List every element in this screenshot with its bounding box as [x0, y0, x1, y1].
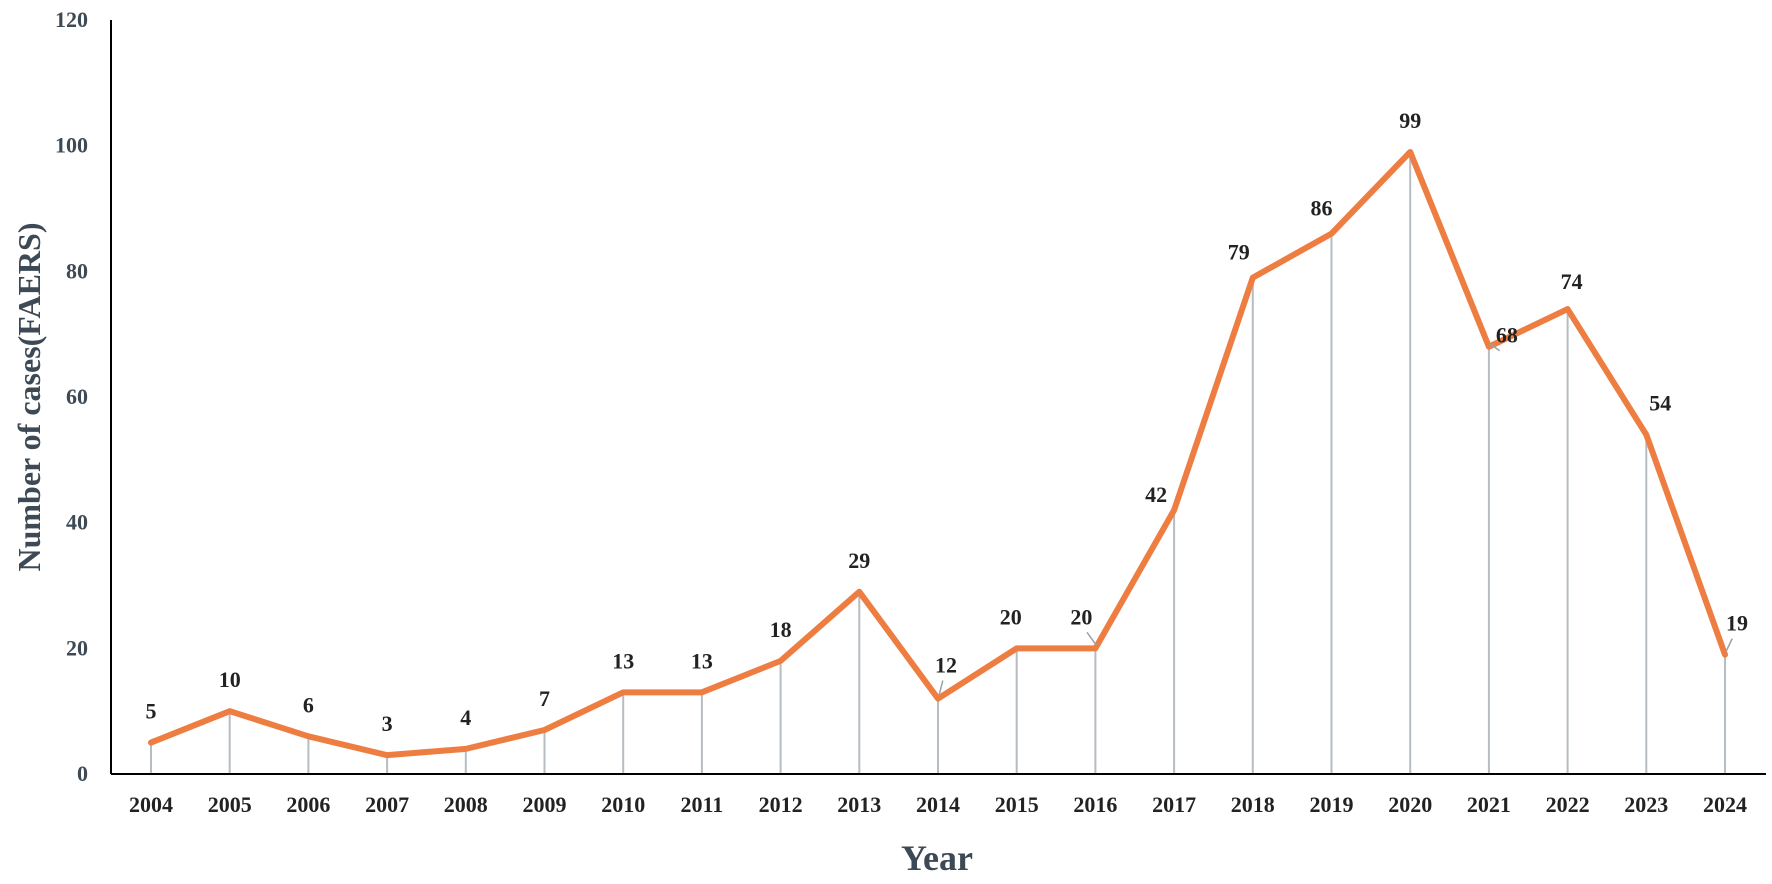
data-label: 20 — [1070, 604, 1092, 629]
data-label: 79 — [1228, 240, 1250, 265]
label-leader-lines — [938, 343, 1733, 696]
data-label: 68 — [1496, 323, 1518, 348]
x-tick-label: 2019 — [1310, 792, 1354, 817]
series-line — [148, 148, 1728, 759]
y-axis-title: Number of cases(FAERS) — [11, 223, 47, 572]
data-label: 29 — [848, 548, 870, 573]
data-label: 7 — [539, 686, 550, 711]
y-tick-label: 80 — [66, 258, 88, 283]
x-tick-labels: 2004 2005 2006 2007 2008 2009 2010 2011 2012 2013… — [129, 792, 1747, 817]
y-tick-label: 40 — [66, 510, 88, 535]
x-tick-label: 2022 — [1546, 792, 1590, 817]
x-tick-label: 2005 — [208, 792, 252, 817]
data-label: 86 — [1311, 196, 1333, 221]
x-tick-label: 2014 — [916, 792, 960, 817]
x-tick-label: 2020 — [1388, 792, 1432, 817]
data-label: 3 — [382, 711, 393, 736]
data-label: 99 — [1399, 108, 1421, 133]
x-tick-label: 2007 — [365, 792, 409, 817]
data-label: 4 — [460, 705, 471, 730]
data-label: 13 — [612, 648, 634, 673]
x-tick-label: 2023 — [1624, 792, 1668, 817]
y-tick-label: 60 — [66, 384, 88, 409]
data-label: 20 — [1000, 604, 1022, 629]
y-tick-label: 120 — [55, 7, 88, 32]
data-label: 19 — [1726, 611, 1748, 636]
x-tick-label: 2016 — [1073, 792, 1117, 817]
x-tick-label: 2004 — [129, 792, 173, 817]
label-leader-line — [1725, 638, 1733, 652]
label-leader-line — [1086, 631, 1098, 646]
y-tick-label: 100 — [55, 133, 88, 158]
y-tick-labels: 0 20 40 60 80 100 120 — [55, 7, 88, 786]
data-label: 13 — [691, 648, 713, 673]
x-tick-label: 2011 — [681, 792, 724, 817]
data-label: 12 — [935, 653, 957, 678]
label-leader-line — [1489, 343, 1501, 352]
x-tick-label: 2015 — [995, 792, 1039, 817]
x-tick-label: 2006 — [286, 792, 330, 817]
x-tick-label: 2012 — [759, 792, 803, 817]
x-tick-label: 2013 — [837, 792, 881, 817]
drop-lines — [150, 151, 1726, 774]
data-label: 10 — [219, 667, 241, 692]
x-axis-title: Year — [901, 838, 973, 878]
x-tick-label: 2021 — [1467, 792, 1511, 817]
data-label: 6 — [303, 692, 314, 717]
x-tick-label: 2009 — [523, 792, 567, 817]
x-tick-label: 2024 — [1703, 792, 1747, 817]
data-label: 5 — [146, 699, 157, 724]
y-tick-label: 20 — [66, 635, 88, 660]
data-label: 74 — [1561, 269, 1583, 294]
data-label: 54 — [1649, 391, 1671, 416]
data-label: 18 — [770, 617, 792, 642]
x-tick-label: 2017 — [1152, 792, 1196, 817]
x-tick-label: 2010 — [601, 792, 645, 817]
x-tick-label: 2018 — [1231, 792, 1275, 817]
data-labels: 5 10 6 3 4 7 13 13 18 29 12 20 20 42 79 86 99 68 74 54 19 — [146, 108, 1749, 736]
data-label: 42 — [1145, 482, 1167, 507]
x-tick-label: 2008 — [444, 792, 488, 817]
y-tick-label: 0 — [77, 761, 88, 786]
label-leader-line — [938, 680, 944, 696]
